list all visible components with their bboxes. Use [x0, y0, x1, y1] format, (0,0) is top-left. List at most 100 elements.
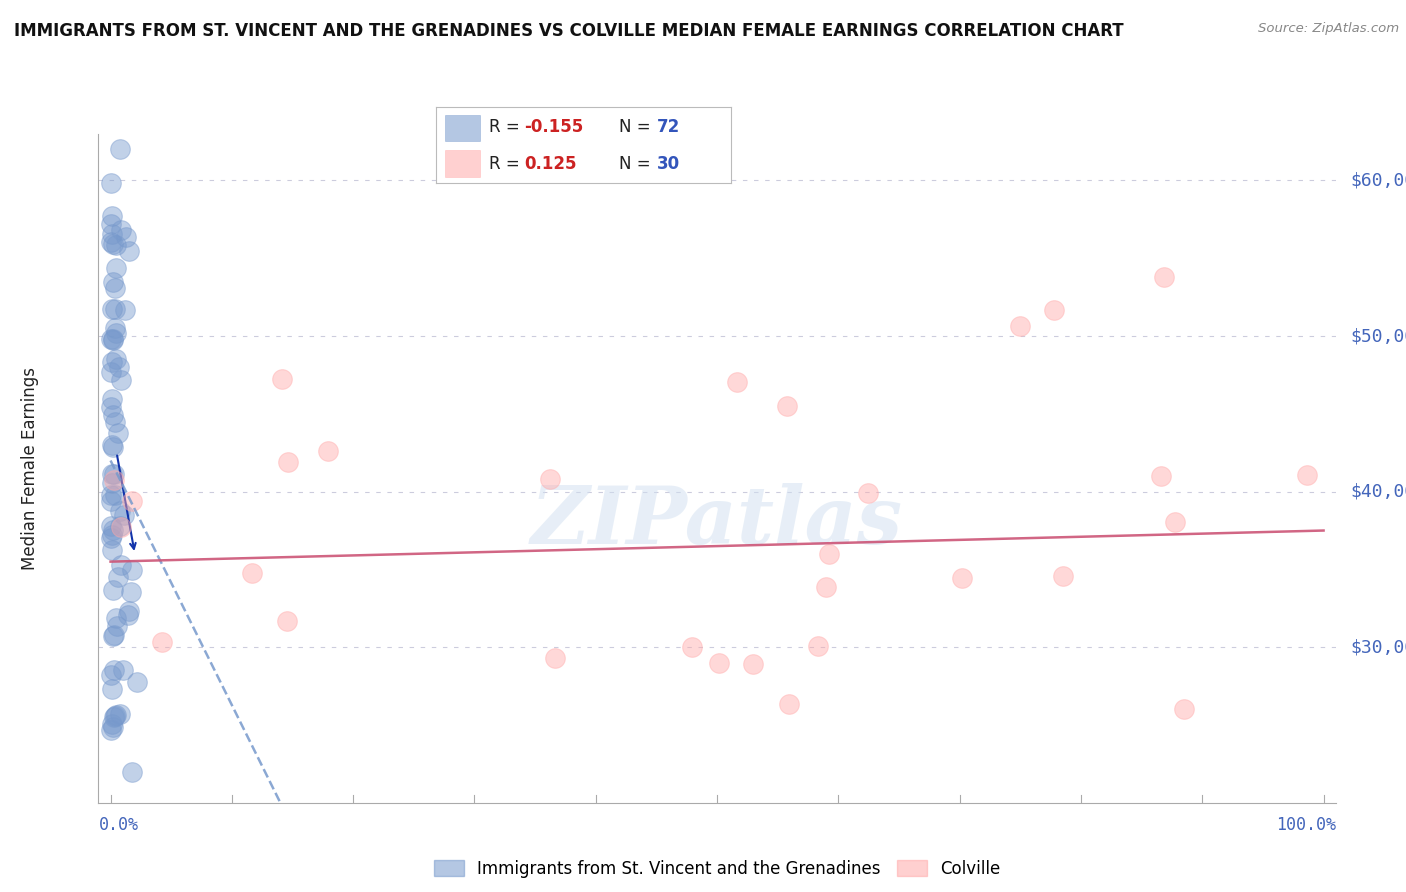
- Point: [1052, 569, 1074, 583]
- Text: ZIPatlas: ZIPatlas: [531, 483, 903, 560]
- Point: [105, 237, 128, 252]
- Point: [100, 723, 122, 738]
- Point: [100, 716, 122, 731]
- Point: [271, 372, 294, 386]
- Point: [120, 585, 142, 599]
- Point: [817, 547, 839, 561]
- Point: [103, 710, 125, 724]
- Point: [100, 531, 122, 545]
- Point: [815, 580, 838, 594]
- Point: [101, 237, 124, 252]
- Point: [104, 321, 127, 335]
- Text: IMMIGRANTS FROM ST. VINCENT AND THE GRENADINES VS COLVILLE MEDIAN FEMALE EARNING: IMMIGRANTS FROM ST. VINCENT AND THE GREN…: [14, 22, 1123, 40]
- Point: [125, 675, 148, 690]
- Point: [104, 281, 127, 295]
- Point: [105, 326, 128, 340]
- Point: [1296, 467, 1319, 482]
- Point: [101, 682, 124, 697]
- Text: $50,000: $50,000: [1351, 327, 1406, 345]
- Point: [776, 399, 799, 413]
- Point: [107, 359, 129, 374]
- Point: [1173, 702, 1195, 716]
- Point: [276, 455, 298, 469]
- Point: [104, 488, 127, 502]
- Point: [111, 663, 134, 677]
- Text: R =: R =: [489, 118, 524, 136]
- Point: [100, 354, 122, 368]
- Point: [807, 639, 830, 653]
- Point: [105, 351, 128, 366]
- Text: N =: N =: [619, 154, 655, 172]
- Point: [1008, 319, 1031, 334]
- Text: Median Female Earnings: Median Female Earnings: [21, 367, 39, 570]
- Point: [105, 261, 128, 276]
- Text: R =: R =: [489, 154, 530, 172]
- Point: [114, 303, 136, 318]
- Point: [105, 611, 128, 625]
- Point: [543, 651, 565, 665]
- Point: [112, 508, 135, 522]
- Point: [778, 697, 800, 711]
- FancyBboxPatch shape: [444, 150, 481, 177]
- Point: [103, 408, 125, 422]
- Point: [709, 656, 731, 670]
- Point: [103, 473, 125, 487]
- Text: Source: ZipAtlas.com: Source: ZipAtlas.com: [1258, 22, 1399, 36]
- Point: [101, 440, 124, 454]
- Point: [681, 640, 703, 654]
- Point: [110, 142, 132, 156]
- Text: N =: N =: [619, 118, 655, 136]
- Point: [101, 467, 124, 481]
- Text: 0.0%: 0.0%: [98, 816, 138, 834]
- Text: 30: 30: [658, 154, 681, 172]
- Point: [103, 523, 125, 537]
- Point: [108, 519, 131, 533]
- Point: [115, 230, 138, 244]
- Point: [105, 618, 128, 632]
- Point: [100, 668, 122, 682]
- Point: [100, 235, 122, 249]
- Point: [107, 425, 129, 440]
- Point: [725, 376, 748, 390]
- Point: [100, 494, 122, 508]
- Text: $40,000: $40,000: [1351, 483, 1406, 500]
- Point: [104, 707, 127, 722]
- Point: [100, 301, 122, 316]
- Point: [103, 628, 125, 642]
- Text: -0.155: -0.155: [524, 118, 583, 136]
- Point: [101, 209, 124, 223]
- Point: [121, 494, 143, 508]
- Point: [100, 519, 122, 533]
- Point: [110, 558, 132, 573]
- Point: [104, 302, 127, 317]
- Point: [101, 582, 124, 597]
- Point: [856, 486, 879, 500]
- Point: [100, 488, 122, 502]
- Point: [104, 708, 127, 723]
- Point: [110, 520, 132, 534]
- Point: [1150, 469, 1173, 483]
- Point: [103, 467, 125, 482]
- Point: [100, 176, 122, 190]
- Point: [101, 629, 124, 643]
- Point: [108, 503, 131, 517]
- Legend: Immigrants from St. Vincent and the Grenadines, Colville: Immigrants from St. Vincent and the Gren…: [427, 854, 1007, 885]
- Point: [100, 217, 122, 231]
- Point: [101, 333, 124, 347]
- Point: [101, 528, 124, 542]
- Point: [117, 604, 139, 618]
- Point: [100, 332, 122, 346]
- Point: [110, 373, 132, 387]
- Text: 0.125: 0.125: [524, 154, 576, 172]
- Point: [101, 476, 124, 491]
- Text: $30,000: $30,000: [1351, 638, 1406, 657]
- Point: [538, 472, 561, 486]
- Point: [117, 607, 139, 622]
- Point: [240, 566, 263, 580]
- Point: [100, 438, 122, 452]
- Point: [276, 614, 298, 628]
- Point: [101, 332, 124, 346]
- Point: [150, 635, 173, 649]
- Point: [101, 275, 124, 289]
- Point: [100, 365, 122, 379]
